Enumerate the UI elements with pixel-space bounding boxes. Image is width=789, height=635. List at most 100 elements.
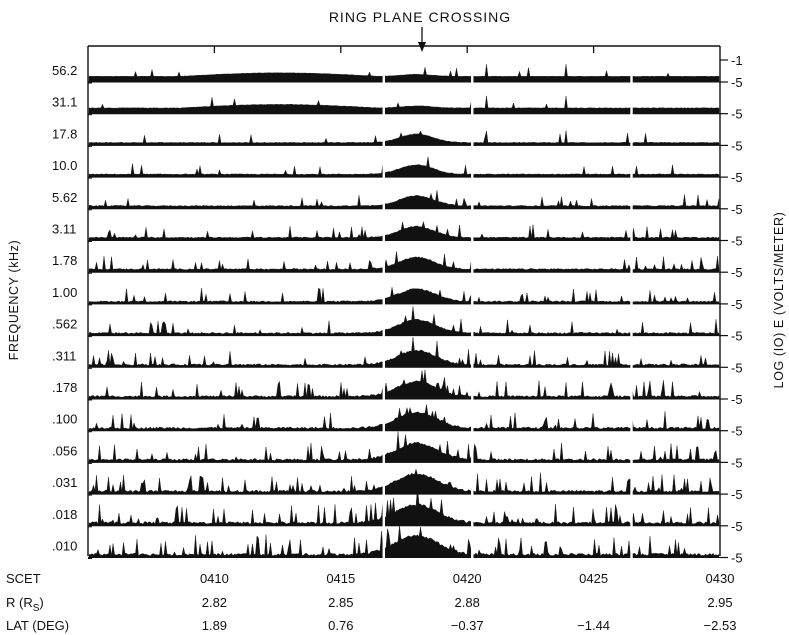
right-tick-label: -5 [731,107,743,122]
x-axis-value: −2.53 [704,618,737,633]
right-tick-label: -1 [731,53,743,68]
channel-label: .010 [52,539,77,554]
x-axis-value: 0410 [200,571,229,586]
channel-label: .311 [52,348,76,363]
channel-trace [88,468,720,495]
channel-label: .018 [52,507,77,522]
data-gap [630,182,633,210]
channel-label: 17.8 [52,126,77,141]
channel-trace [88,130,720,146]
x-axis-value: −0.37 [451,618,484,633]
channel-label: .031 [52,475,77,490]
data-gap [471,87,474,115]
data-gap [382,468,385,496]
data-gap [382,341,385,369]
data-gap [471,182,474,210]
data-gap [630,151,633,179]
data-gap [382,309,385,337]
channel-label: 3.11 [52,222,76,237]
x-axis-value: −1.44 [577,618,610,633]
x-axis-value: 2.95 [707,595,732,610]
x-axis-value: 0425 [579,571,608,586]
right-tick-label: -5 [731,392,743,407]
data-gap [630,468,633,496]
right-tick-label: -5 [731,170,743,185]
x-axis-row-label: SCET [6,571,41,586]
data-gap [630,309,633,337]
channel-trace [88,156,720,178]
right-axis-title: LOG (IO) E (VOLTS/METER) [772,212,786,389]
data-gap [471,214,474,242]
data-gap [471,277,474,305]
data-gap [471,531,474,559]
x-axis-value: 0.76 [328,618,353,633]
data-gap [630,119,633,147]
right-tick-label: -5 [731,360,743,375]
data-gap [471,468,474,496]
channel-trace [88,431,720,463]
right-tick-label: -5 [731,234,743,249]
channel-trace [88,190,720,209]
ring-plane-arrow [418,27,426,52]
data-gap [382,373,385,400]
channel-trace [88,404,720,431]
data-gap [630,214,633,242]
data-gap [471,341,474,369]
channel-trace [88,287,720,305]
data-gap [630,531,633,559]
channel-trace [88,525,720,558]
data-gap [382,531,385,559]
data-gap [471,404,474,432]
data-gap [630,277,633,305]
channel-label: 5.62 [52,190,77,205]
data-gap [382,56,385,83]
data-gap [471,119,474,147]
channel-trace [88,95,720,114]
x-axis-table: SCET 0410 0415 0420 0425 0430 R (RS) 2.82 2.85 2.… [6,571,736,633]
channel-trace [88,486,720,526]
channel-trace [88,64,720,83]
data-gap [630,87,633,115]
right-tick-label: -5 [731,551,743,566]
left-axis-title: FREQUENCY (kHz) [7,240,21,361]
data-gap [630,436,633,464]
channel-label: 1.00 [52,285,77,300]
right-tick-label: -5 [731,297,743,312]
x-axis-value: 0415 [326,571,355,586]
data-gap [630,373,633,400]
data-gap [471,499,474,527]
data-gap [382,87,385,115]
data-gap [471,151,474,179]
data-gap [630,246,633,274]
right-tick-label: -5 [731,75,743,90]
x-axis-value: 1.89 [202,618,227,633]
data-gap [630,56,633,83]
channel-label: 10.0 [52,158,77,173]
data-gap [382,499,385,527]
data-gap [471,56,474,83]
right-tick-label: -5 [731,424,743,439]
data-gap [471,246,474,274]
x-axis-value: 0420 [453,571,482,586]
channel-traces [88,56,720,559]
right-axis-ticks: -1 -5 -5 -5 -5 -5 -5 -5 -5 -5 -5 -5 -5 -5 -5 -5 -5 [720,53,743,566]
data-gap [382,246,385,274]
chart-title: RING PLANE CROSSING [329,9,511,25]
right-tick-label: -5 [731,265,743,280]
x-axis-value: 0430 [706,571,735,586]
channel-trace [88,306,720,336]
data-gap [471,373,474,400]
right-tick-label: -5 [731,329,743,344]
x-axis-row-label: LAT (DEG) [6,618,69,633]
channel-label: .562 [52,317,77,332]
right-tick-label: -5 [731,138,743,153]
channel-label: 31.1 [52,95,77,110]
channel-trace [88,337,720,368]
channel-label: .056 [52,443,77,458]
channel-trace [88,220,720,241]
data-gap [471,309,474,337]
channel-trace [88,251,720,273]
data-gap [630,499,633,527]
data-gap [471,436,474,464]
